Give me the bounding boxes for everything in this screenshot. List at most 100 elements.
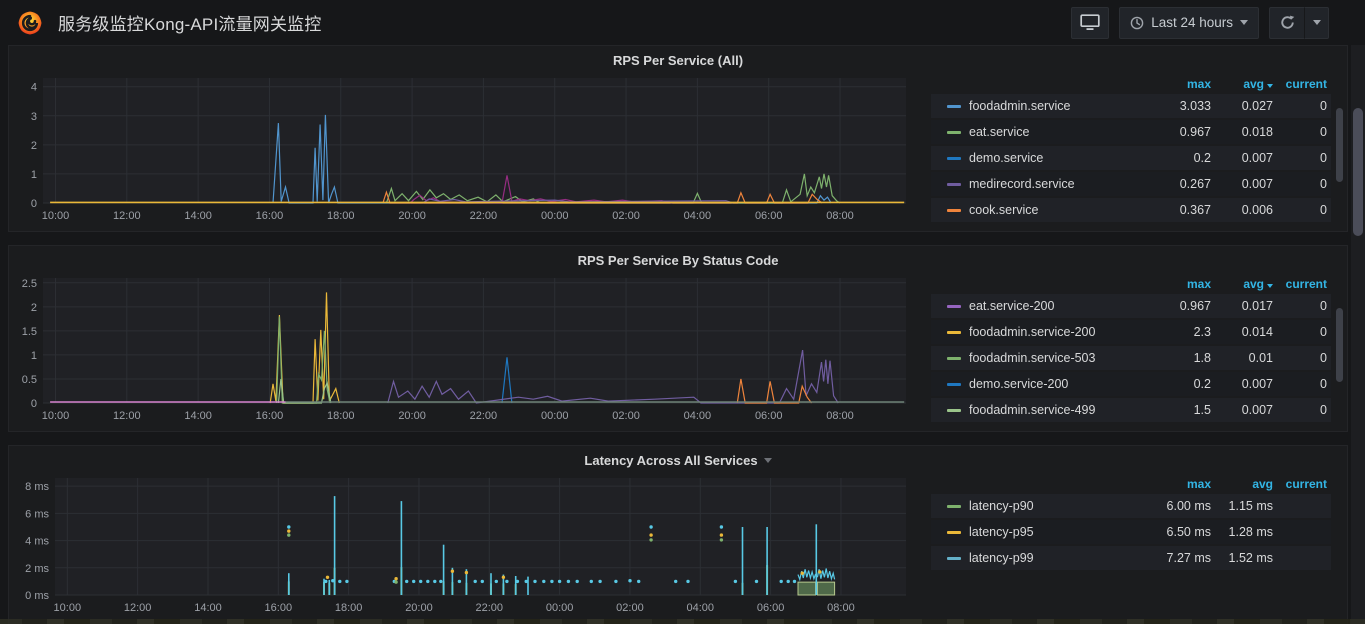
legend-value: 0 xyxy=(1320,203,1327,217)
panel-title[interactable]: RPS Per Service (All) xyxy=(612,52,744,68)
series-color-swatch xyxy=(947,330,961,334)
legend-row[interactable]: foodadmin.service-503 1.8 0.01 0 xyxy=(931,346,1331,370)
svg-text:0: 0 xyxy=(31,198,37,210)
legend-sort-avg[interactable]: avg xyxy=(1252,477,1273,491)
svg-text:3: 3 xyxy=(31,111,37,123)
legend-value: 7.27 ms xyxy=(1166,551,1211,565)
legend-row[interactable]: medirecord.service 0.267 0.007 0 xyxy=(931,172,1331,196)
series-name[interactable]: latency-p95 xyxy=(969,525,1034,539)
svg-text:06:00: 06:00 xyxy=(755,210,783,222)
legend-sort-max[interactable]: max xyxy=(1186,277,1211,291)
latency-chart[interactable]: 10:00 12:00 14:00 16:00 18:00 20:00 22:00 00:00… xyxy=(9,474,909,616)
svg-text:08:00: 08:00 xyxy=(827,602,855,614)
svg-text:12:00: 12:00 xyxy=(113,210,141,222)
chevron-down-icon xyxy=(1312,20,1321,25)
legend-row[interactable]: demo.service 0.2 0.007 0 xyxy=(931,146,1331,170)
series-name[interactable]: foodadmin.service-503 xyxy=(969,351,1096,365)
series-color-swatch xyxy=(947,556,961,560)
series-color-swatch xyxy=(947,182,961,186)
series-name[interactable]: eat.service xyxy=(969,125,1030,139)
series-name[interactable]: foodadmin.service-200 xyxy=(969,325,1096,339)
legend-row[interactable]: latency-p90 6.00 ms 1.15 ms xyxy=(931,494,1331,518)
svg-text:00:00: 00:00 xyxy=(546,602,574,614)
legend-scrollbar-thumb[interactable] xyxy=(1336,108,1343,182)
series-color-swatch xyxy=(947,504,961,508)
legend-value: 2.3 xyxy=(1193,325,1211,339)
refresh-button[interactable] xyxy=(1269,6,1305,39)
legend-row[interactable]: foodadmin.service-200 2.3 0.014 0 xyxy=(931,320,1331,344)
series-name[interactable]: cook.service xyxy=(969,203,1039,217)
legend-value: 1.15 ms xyxy=(1228,499,1273,513)
legend-value: 0.007 xyxy=(1241,151,1273,165)
time-range-picker[interactable]: Last 24 hours xyxy=(1119,6,1259,39)
legend-row[interactable]: eat.service 0.967 0.018 0 xyxy=(931,120,1331,144)
legend-sort-avg[interactable]: avg xyxy=(1211,77,1273,91)
series-color-swatch xyxy=(947,130,961,134)
legend-scrollbar-thumb[interactable] xyxy=(1336,308,1343,382)
series-name[interactable]: eat.service-200 xyxy=(969,299,1055,313)
svg-text:10:00: 10:00 xyxy=(42,410,70,422)
legend-rps-by-status-code: max avg current eat.service-200 0.967 0.017 0 f… xyxy=(925,274,1347,429)
series-color-swatch xyxy=(947,304,961,308)
grafana-logo-icon[interactable] xyxy=(14,7,46,39)
svg-text:12:00: 12:00 xyxy=(124,602,152,614)
legend-sort-max[interactable]: max xyxy=(1186,477,1211,491)
legend-row[interactable]: eat.service-200 0.967 0.017 0 xyxy=(931,294,1331,318)
legend-value: 1.8 xyxy=(1193,351,1211,365)
legend-row[interactable]: foodadmin.service 3.033 0.027 0 xyxy=(931,94,1331,118)
series-color-swatch xyxy=(947,408,961,412)
series-name[interactable]: foodadmin.service-499 xyxy=(969,403,1096,417)
legend-row[interactable]: cook.service 0.367 0.006 0 xyxy=(931,198,1331,222)
legend-sort-current[interactable]: current xyxy=(1285,277,1327,291)
tv-mode-button[interactable] xyxy=(1071,6,1110,39)
rps-per-service-chart[interactable]: 10:00 12:00 14:00 16:00 18:00 20:00 22:00 00:00… xyxy=(9,74,909,224)
svg-text:16:00: 16:00 xyxy=(256,210,284,222)
refresh-interval-dropdown[interactable] xyxy=(1305,6,1329,39)
legend-value: 0.006 xyxy=(1241,203,1273,217)
svg-text:16:00: 16:00 xyxy=(265,602,293,614)
svg-text:06:00: 06:00 xyxy=(755,410,783,422)
dashboard-title[interactable]: 服务级监控Kong-API流量网关监控 xyxy=(58,15,322,34)
legend-value: 6.50 ms xyxy=(1166,525,1211,539)
legend-header: max avg current xyxy=(931,274,1331,294)
legend-row[interactable]: demo.service-200 0.2 0.007 0 xyxy=(931,372,1331,396)
series-name[interactable]: medirecord.service xyxy=(969,177,1075,191)
series-name[interactable]: latency-p90 xyxy=(969,499,1034,513)
series-color-swatch xyxy=(947,156,961,160)
legend-value: 0.007 xyxy=(1241,403,1273,417)
legend-row[interactable]: latency-p99 7.27 ms 1.52 ms xyxy=(931,546,1331,570)
clock-icon xyxy=(1130,16,1144,29)
legend-value: 0.007 xyxy=(1241,377,1273,391)
legend-row[interactable]: latency-p95 6.50 ms 1.28 ms xyxy=(931,520,1331,544)
sort-caret-icon xyxy=(1267,284,1273,288)
legend-sort-max[interactable]: max xyxy=(1186,77,1211,91)
legend-value: 0.027 xyxy=(1241,99,1273,113)
svg-text:16:00: 16:00 xyxy=(256,410,284,422)
panel-title[interactable]: Latency Across All Services xyxy=(584,452,758,468)
background-texture xyxy=(0,619,1365,624)
legend-sort-avg[interactable]: avg xyxy=(1211,277,1273,291)
legend-header: max avg current xyxy=(931,474,1331,494)
svg-text:02:00: 02:00 xyxy=(616,602,644,614)
page-scrollbar[interactable] xyxy=(1351,45,1365,624)
sort-caret-icon xyxy=(1267,84,1273,88)
legend-row[interactable]: foodadmin.service-499 1.5 0.007 0 xyxy=(931,398,1331,422)
rps-by-status-code-chart[interactable]: 10:00 12:00 14:00 16:00 18:00 20:00 22:00 00:00… xyxy=(9,274,909,424)
legend-value: 0.367 xyxy=(1179,203,1211,217)
panel-menu-caret-icon[interactable] xyxy=(763,457,772,463)
legend-sort-current[interactable]: current xyxy=(1285,77,1327,91)
legend-sort-current[interactable]: current xyxy=(1285,477,1327,491)
legend-value: 0 xyxy=(1320,325,1327,339)
series-name[interactable]: latency-p99 xyxy=(969,551,1034,565)
series-name[interactable]: demo.service-200 xyxy=(969,377,1069,391)
svg-text:6 ms: 6 ms xyxy=(25,508,49,520)
panel-title[interactable]: RPS Per Service By Status Code xyxy=(577,252,779,268)
svg-text:00:00: 00:00 xyxy=(541,210,569,222)
panel-rps-by-status-code: RPS Per Service By Status Code 10:00 12:0… xyxy=(8,245,1348,432)
series-name[interactable]: demo.service xyxy=(969,151,1044,165)
series-name[interactable]: foodadmin.service xyxy=(969,99,1071,113)
page-scrollbar-thumb[interactable] xyxy=(1353,108,1363,236)
dashboard-header: 服务级监控Kong-API流量网关监控 Last 24 hours xyxy=(0,0,1365,45)
svg-text:18:00: 18:00 xyxy=(327,410,355,422)
panel-rps-per-service: RPS Per Service (All) 10:00 12:00 14:00 16:… xyxy=(8,45,1348,232)
